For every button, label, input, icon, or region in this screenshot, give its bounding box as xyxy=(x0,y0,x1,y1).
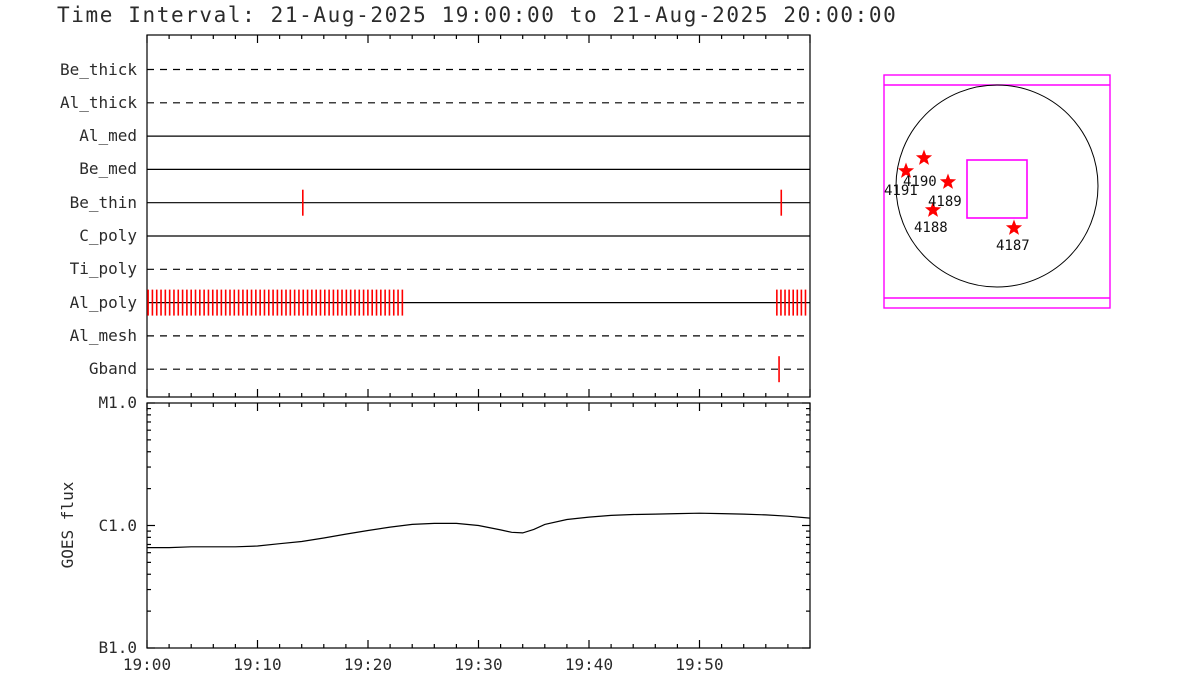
xtick-label-1950: 19:50 xyxy=(675,655,724,674)
filter-label-al-thick: Al_thick xyxy=(59,92,137,112)
active-region-label-4191: 4191 xyxy=(884,183,918,199)
active-region-star xyxy=(939,173,957,189)
filter-label-c-poly: C_poly xyxy=(79,226,137,245)
goes-flux-curve xyxy=(147,512,811,549)
timeline-panel xyxy=(146,34,811,398)
xrt-fov-box xyxy=(966,159,1028,219)
active-region-label-4190: 4190 xyxy=(903,174,937,190)
filter-label-gband: Gband xyxy=(88,359,137,379)
xtick-label-1920: 19:20 xyxy=(343,655,393,674)
page-title: Time Interval: 21-Aug-2025 19:00:00 to 2… xyxy=(57,3,898,27)
solar-limb-circle xyxy=(895,84,1099,288)
active-region-star xyxy=(897,162,915,178)
active-region-label-4188: 4188 xyxy=(914,220,948,236)
filter-label-ti-poly: Ti_poly xyxy=(69,259,137,279)
xtick-label-1930: 19:30 xyxy=(454,655,503,674)
goes-ytick-c1: C1.0 xyxy=(98,515,137,535)
goes-ytick-m1: M1.0 xyxy=(98,393,137,412)
active-region-label-4189: 4189 xyxy=(928,194,962,210)
active-region-star xyxy=(915,149,933,165)
filter-label-be-thick: Be_thick xyxy=(59,59,137,79)
filter-label-al-mesh: Al_mesh xyxy=(69,325,137,345)
xtick-label-1940: 19:40 xyxy=(564,655,614,674)
goes-axis-title: GOES flux xyxy=(58,481,77,569)
filter-label-be-med: Be_med xyxy=(79,159,137,179)
filter-label-al-med: Al_med xyxy=(79,126,137,146)
filter-label-al-poly: Al_poly xyxy=(69,292,137,312)
xtick-label-1910: 19:10 xyxy=(233,655,282,674)
goes-ytick-b1: B1.0 xyxy=(98,638,137,657)
active-region-star xyxy=(924,201,942,217)
exposure-ticks xyxy=(147,189,807,383)
xtick-label-1900: 19:00 xyxy=(122,655,172,674)
active-region-label-4187: 4187 xyxy=(996,238,1030,254)
filter-label-be-thin: Be_thin xyxy=(69,192,137,212)
active-region-star xyxy=(1005,219,1023,235)
ccd-outer-box xyxy=(883,74,1111,309)
solar-disk-panel xyxy=(883,74,1111,309)
goes-panel xyxy=(146,402,811,649)
